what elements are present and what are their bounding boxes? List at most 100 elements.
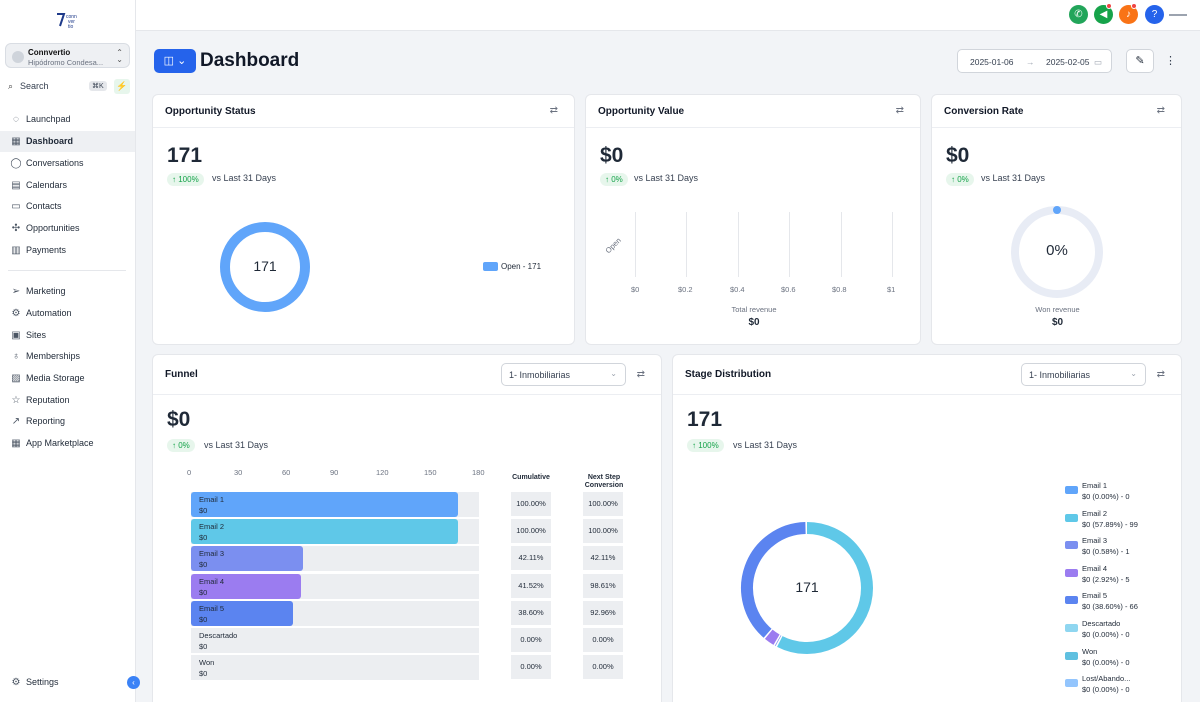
- sidebar-item-opportunities[interactable]: ✣ Opportunities: [11, 223, 80, 234]
- collapse-sidebar-button[interactable]: ‹: [127, 676, 140, 689]
- kpi-value: 171: [687, 408, 723, 431]
- membership-icon: ♁: [12, 351, 20, 362]
- sidebar-item-media-storage[interactable]: ▨ Media Storage: [11, 373, 85, 384]
- image-icon: ▨: [11, 373, 21, 384]
- bell-icon[interactable]: ♪: [1119, 5, 1138, 24]
- send-icon: ➢: [11, 286, 21, 297]
- card-title: Stage Distribution: [685, 369, 772, 380]
- legend-label: Email 3: [1082, 536, 1108, 546]
- legend-detail: $0 (0.00%) - 0: [1082, 657, 1130, 667]
- sidebar-item-app-marketplace[interactable]: ▦ App Marketplace: [11, 438, 94, 449]
- edit-pencil-icon[interactable]: ✎: [1126, 49, 1154, 73]
- gauge-center-value: 0%: [1046, 242, 1068, 259]
- x-tick: $1: [887, 285, 896, 294]
- sidebar-item-memberships[interactable]: ♁ Memberships: [0, 346, 135, 367]
- pipeline-select[interactable]: 1- Inmobiliarias ⌄: [1021, 363, 1146, 386]
- sidebar-item-conversations[interactable]: ◯ Conversations: [10, 158, 84, 169]
- legend-item[interactable]: Email 2 $0 (57.89%) - 99: [1082, 508, 1138, 530]
- more-vertical-icon[interactable]: ⋮: [1165, 55, 1176, 67]
- megaphone-icon[interactable]: ◀: [1094, 5, 1113, 24]
- chat-icon: ◯: [10, 158, 22, 169]
- sidebar-item-sites[interactable]: ▣ Sites: [11, 330, 47, 341]
- legend-item[interactable]: Lost/Abando... $0 (0.00%) - 0: [1082, 673, 1130, 695]
- sidebar-item-dashboard[interactable]: ▦ Dashboard: [0, 131, 135, 152]
- card-title: Opportunity Status: [165, 106, 256, 117]
- x-tick: $0: [631, 285, 640, 294]
- date-from: 2025-01-06: [970, 57, 1014, 67]
- funnel-stage-name: Email 5: [199, 603, 225, 613]
- sidebar-item-automation[interactable]: ⚙ Automation: [11, 308, 72, 319]
- sidebar-item-reputation[interactable]: ☆ Reputation: [11, 395, 70, 406]
- quick-action-bolt-icon[interactable]: ⚡: [114, 79, 130, 94]
- donut-segment-open[interactable]: [220, 222, 310, 312]
- search-button[interactable]: ⌕ Search ⌘K: [5, 79, 109, 95]
- next-step-header: Next Step Conversion: [584, 474, 624, 489]
- change-badge: ↑ 0%: [600, 173, 628, 186]
- swap-icon[interactable]: ⇄: [895, 105, 904, 116]
- phone-icon[interactable]: ✆: [1069, 5, 1088, 24]
- funnel-bar[interactable]: [191, 546, 303, 572]
- sidebar-item-contacts[interactable]: ▭ Contacts: [11, 201, 62, 212]
- legend-swatch: [1065, 513, 1078, 522]
- app-logo[interactable]: conn ver tio: [55, 12, 85, 32]
- stage-donut-chart: [741, 522, 873, 654]
- sidebar-item-marketing[interactable]: ➢ Marketing: [11, 286, 66, 297]
- funnel-stage-amount: $0: [199, 669, 208, 679]
- legend-label: Email 5: [1082, 591, 1108, 601]
- donut-segment[interactable]: [764, 629, 780, 645]
- opportunity-status-card: Opportunity Status ⇄ 171 ↑ 100% vs Last …: [152, 94, 575, 345]
- legend-item[interactable]: Email 1 $0 (0.00%) - 0: [1082, 480, 1130, 502]
- card-title: Funnel: [165, 369, 198, 380]
- dashboard-switcher-button[interactable]: ◫ ⌄: [154, 49, 196, 73]
- funnel-bar[interactable]: [191, 600, 294, 626]
- sidebar-item-settings[interactable]: ⚙ Settings: [11, 677, 59, 688]
- conversion-rate-card: Conversion Rate ⇄ $0 ↑ 0% vs Last 31 Day…: [931, 94, 1182, 345]
- swap-icon[interactable]: ⇄: [1156, 105, 1165, 116]
- card-header: Opportunity Value ⇄: [586, 95, 920, 128]
- location-address: Hipódromo Condesa...: [28, 58, 104, 67]
- legend-item[interactable]: Email 4 $0 (2.92%) - 5: [1082, 563, 1130, 585]
- legend-item[interactable]: Won $0 (0.00%) - 0: [1082, 646, 1130, 668]
- sidebar-item-launchpad[interactable]: ◌ Launchpad: [0, 109, 135, 130]
- card-header: Opportunity Status ⇄: [153, 95, 574, 128]
- legend-label: Won: [1082, 646, 1098, 656]
- sidebar-divider: [8, 270, 126, 271]
- swap-icon[interactable]: ⇄: [549, 105, 558, 116]
- change-badge: ↑ 0%: [167, 439, 195, 452]
- pipeline-select[interactable]: 1- Inmobiliarias ⌄: [501, 363, 626, 386]
- card-header: Conversion Rate ⇄: [932, 95, 1181, 128]
- date-range-picker[interactable]: 2025-01-06 → 2025-02-05 ▭: [957, 49, 1112, 73]
- sidebar-item-payments[interactable]: ▥ Payments: [11, 245, 67, 256]
- x-tick: 0: [187, 468, 192, 477]
- swap-icon[interactable]: ⇄: [1156, 369, 1165, 380]
- swap-icon[interactable]: ⇄: [636, 369, 645, 380]
- funnel-bar[interactable]: [191, 519, 459, 545]
- funnel-bar[interactable]: [191, 573, 302, 599]
- comparison-label: vs Last 31 Days: [212, 173, 277, 183]
- comparison-label: vs Last 31 Days: [634, 173, 699, 183]
- card-header: Stage Distribution ⇄: [673, 355, 1181, 395]
- help-icon[interactable]: ?: [1145, 5, 1164, 24]
- funnel-bar[interactable]: [191, 492, 459, 517]
- sidebar-item-calendars[interactable]: ▤ Calendars: [11, 180, 68, 191]
- gauge-marker: [1053, 206, 1061, 214]
- legend-item[interactable]: Email 5 $0 (38.60%) - 66: [1082, 590, 1138, 612]
- kpi-value: $0: [946, 144, 970, 167]
- donut-segment[interactable]: [741, 522, 806, 638]
- donut-center-value: 171: [795, 579, 819, 595]
- legend-item[interactable]: Email 3 $0 (0.58%) - 1: [1082, 535, 1130, 557]
- donut-segment[interactable]: [777, 522, 873, 654]
- legend-swatch: [1065, 541, 1078, 550]
- legend-label: Lost/Abando...: [1082, 674, 1131, 684]
- funnel-row-bg: [191, 628, 479, 653]
- gridline: [686, 212, 687, 277]
- legend-item[interactable]: Descartado $0 (0.00%) - 0: [1082, 618, 1130, 640]
- search-icon: ⌕: [8, 81, 14, 91]
- sidebar-item-reporting[interactable]: ↗ Reporting: [11, 416, 66, 427]
- total-label: Total revenue: [731, 305, 777, 314]
- legend-swatch: [1065, 679, 1078, 688]
- calendar-icon: ▭: [1094, 57, 1103, 67]
- location-switcher[interactable]: Connvertio Hipódromo Condesa... ⌃ ⌄: [5, 43, 130, 68]
- user-menu-icon[interactable]: [1169, 14, 1187, 16]
- funnel-stage-name: Email 2: [199, 522, 225, 532]
